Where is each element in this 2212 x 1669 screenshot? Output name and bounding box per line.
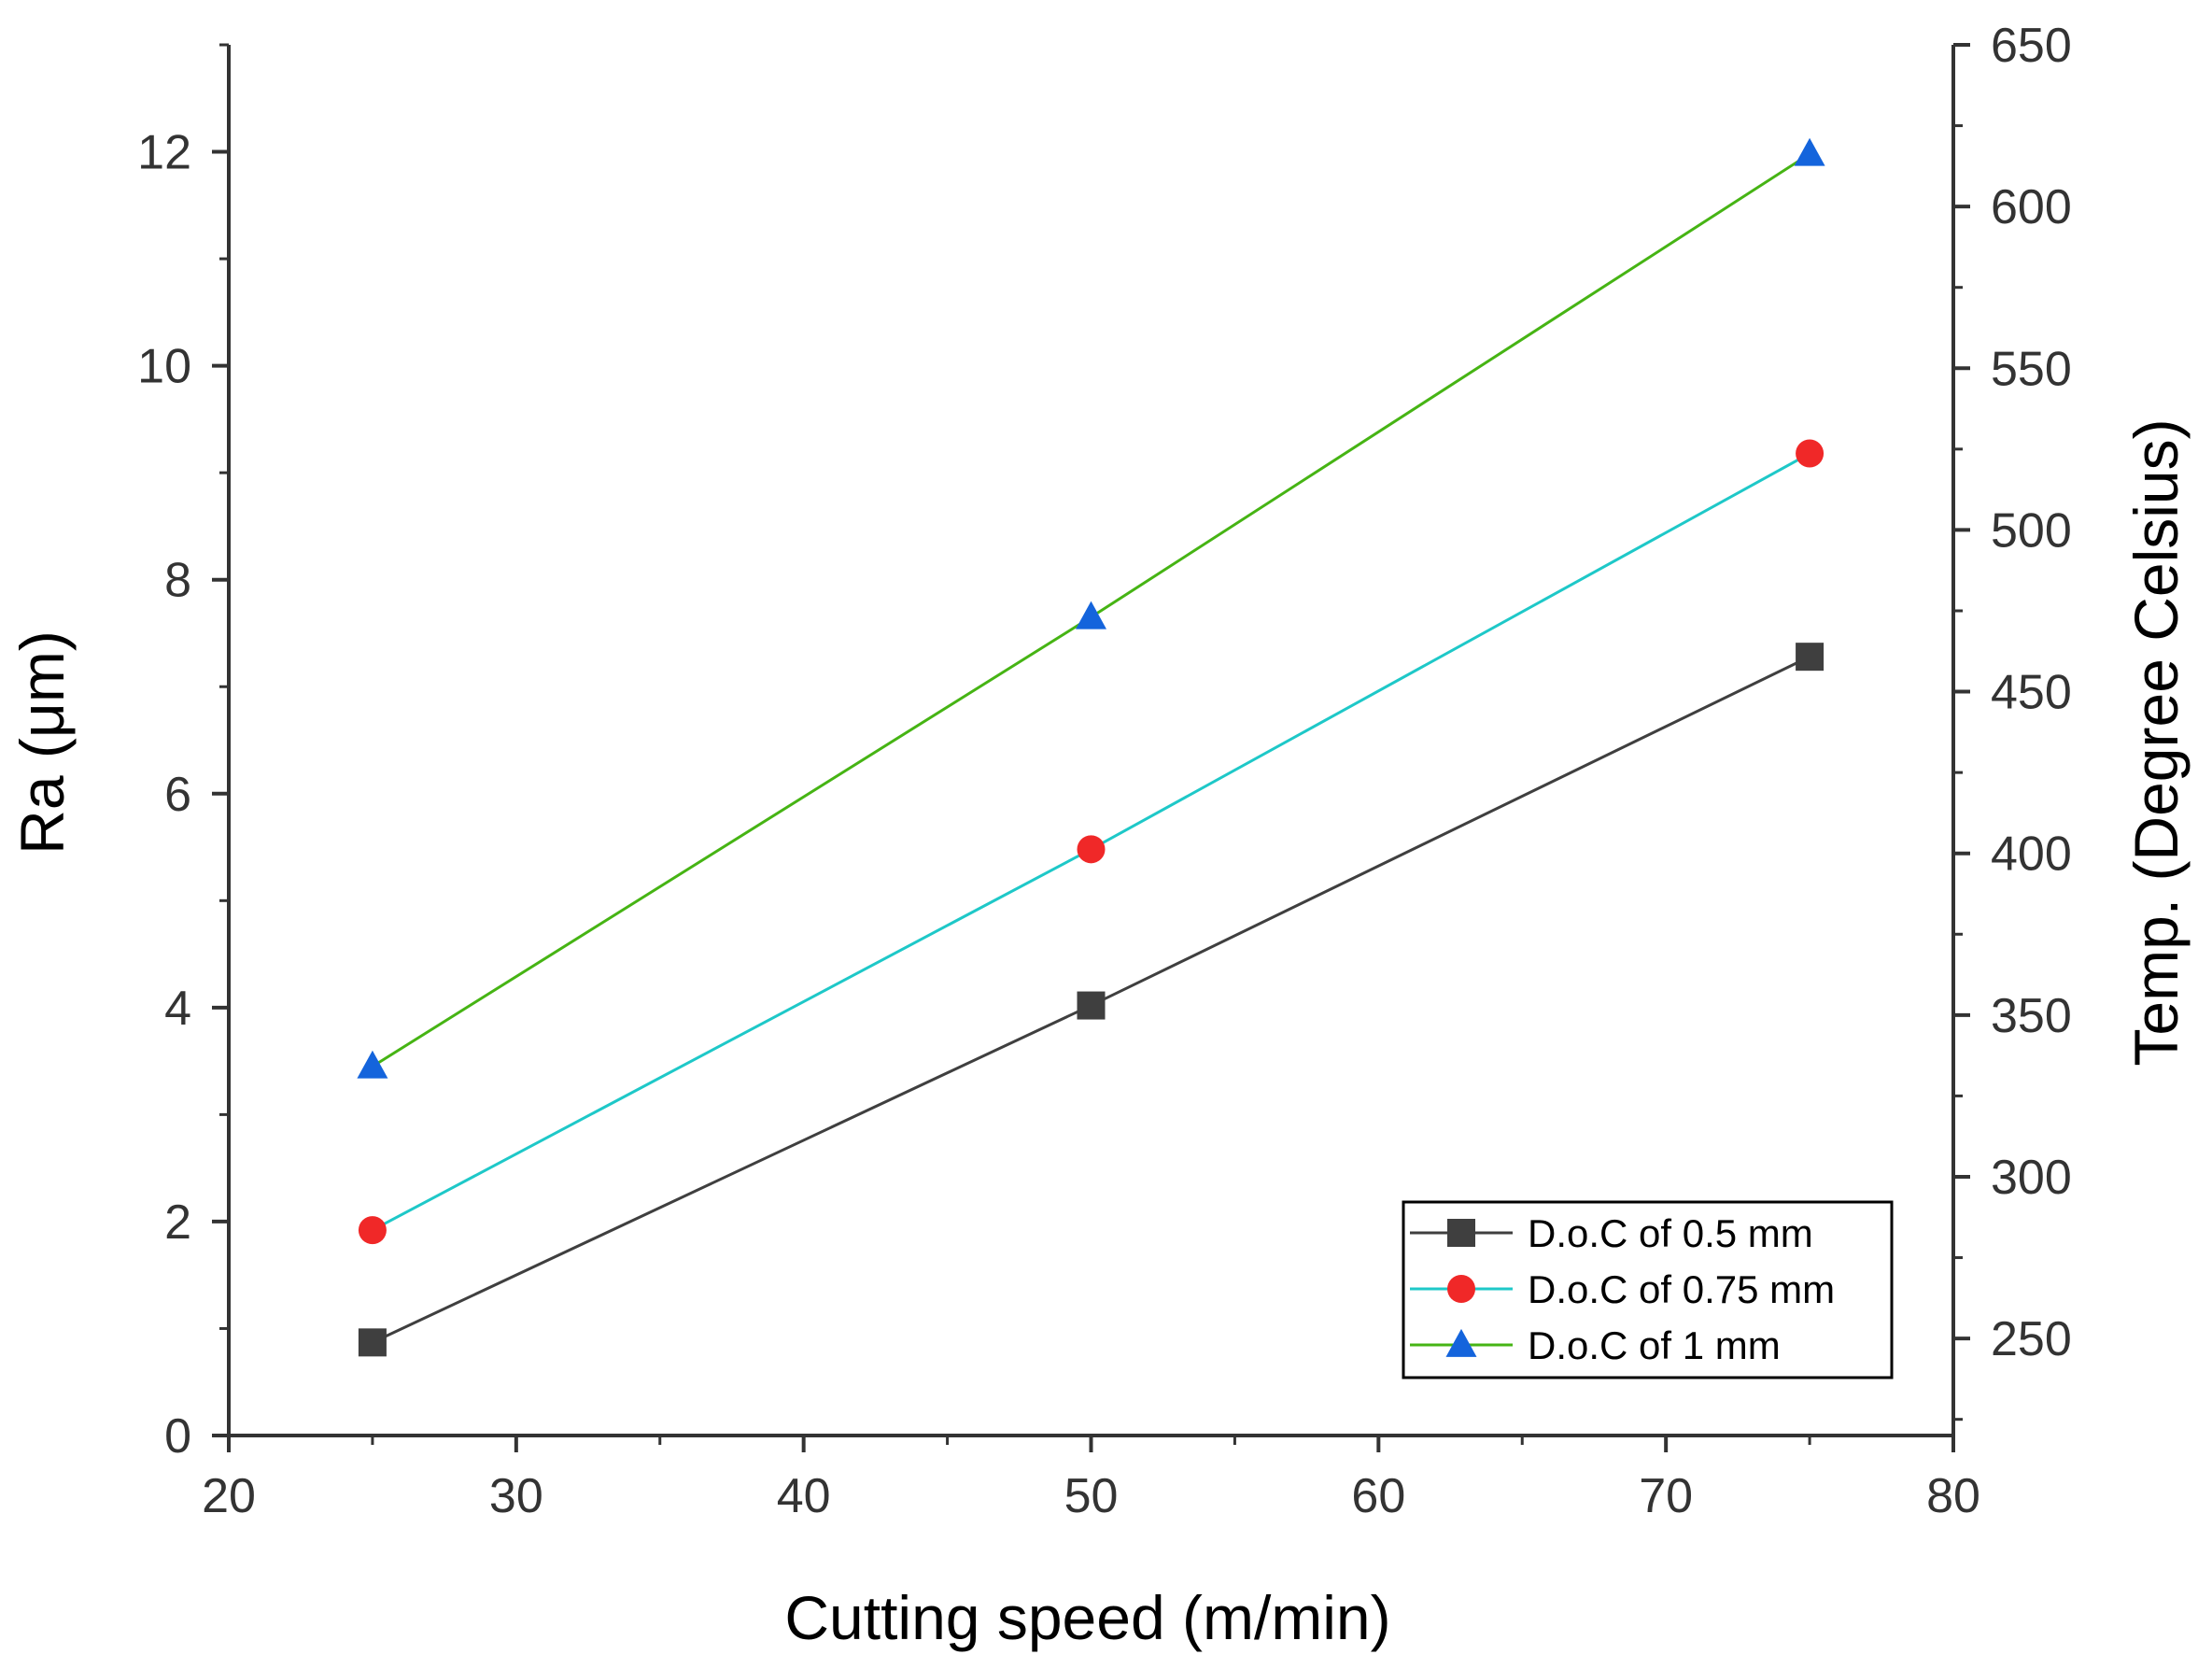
x-tick-label: 50 (1064, 1469, 1119, 1523)
series-2 (358, 439, 1825, 1245)
y2-tick-label: 450 (1991, 666, 2072, 720)
series-layer (357, 137, 1825, 1357)
legend-label: D.o.C of 1 mm (1528, 1323, 1781, 1367)
legend-item: D.o.C of 0.5 mm (1410, 1211, 1813, 1255)
y-tick-label: 6 (164, 768, 191, 822)
y2-tick-label: 650 (1991, 19, 2072, 73)
data-point (1794, 137, 1825, 166)
data-point (1077, 991, 1106, 1020)
y-axis-title: Ra (μm) (7, 630, 77, 855)
x-tick-label: 30 (489, 1469, 543, 1523)
y2-tick-label: 550 (1991, 342, 2072, 396)
data-point (358, 1328, 387, 1357)
y2-tick-label: 250 (1991, 1312, 2072, 1366)
legend: D.o.C of 0.5 mm D.o.C of 0.75 mm D.o.C of … (1402, 1200, 1894, 1379)
series-3 (357, 137, 1825, 1079)
legend-marker (1445, 1328, 1477, 1357)
y2-tick-label: 300 (1991, 1151, 2072, 1205)
y-tick-label: 4 (164, 982, 191, 1036)
x-axis-title: Cutting speed (m/min) (784, 1583, 1390, 1652)
y2-axis-title: Temp. (Degree Celsius) (2121, 418, 2191, 1066)
axes: 20 30 40 50 60 70 80 0 2 4 6 8 10 12 250 300 350 400 450 50… (137, 19, 2072, 1523)
y2-tick-label: 500 (1991, 503, 2072, 558)
legend-item: D.o.C of 0.75 mm (1410, 1267, 1835, 1311)
x-tick-label: 70 (1639, 1469, 1693, 1523)
legend-marker (1447, 1219, 1475, 1247)
data-point (357, 1050, 388, 1079)
data-point (358, 1216, 387, 1245)
data-point (1077, 835, 1106, 864)
y-tick-label: 10 (137, 340, 191, 394)
x-tick-label: 80 (1926, 1469, 1980, 1523)
x-tick-label: 60 (1351, 1469, 1405, 1523)
legend-items: D.o.C of 0.5 mm D.o.C of 0.75 mm D.o.C of … (1410, 1211, 1835, 1367)
data-point (1796, 439, 1825, 468)
y2-tick-label: 600 (1991, 180, 2072, 234)
series-1 (358, 643, 1825, 1357)
legend-label: D.o.C of 0.5 mm (1528, 1211, 1813, 1255)
y-tick-label: 12 (137, 126, 191, 180)
legend-item: D.o.C of 1 mm (1410, 1323, 1781, 1367)
data-point (1076, 601, 1106, 629)
legend-marker (1447, 1275, 1475, 1303)
y-tick-label: 0 (164, 1409, 191, 1464)
y2-tick-label: 350 (1991, 989, 2072, 1043)
legend-label: D.o.C of 0.75 mm (1528, 1267, 1835, 1311)
x-tick-label: 40 (777, 1469, 831, 1523)
y2-tick-label: 400 (1991, 827, 2072, 882)
x-tick-label: 20 (202, 1469, 256, 1523)
y-tick-label: 2 (164, 1195, 191, 1250)
data-point (1796, 643, 1825, 672)
y-tick-label: 8 (164, 554, 191, 608)
